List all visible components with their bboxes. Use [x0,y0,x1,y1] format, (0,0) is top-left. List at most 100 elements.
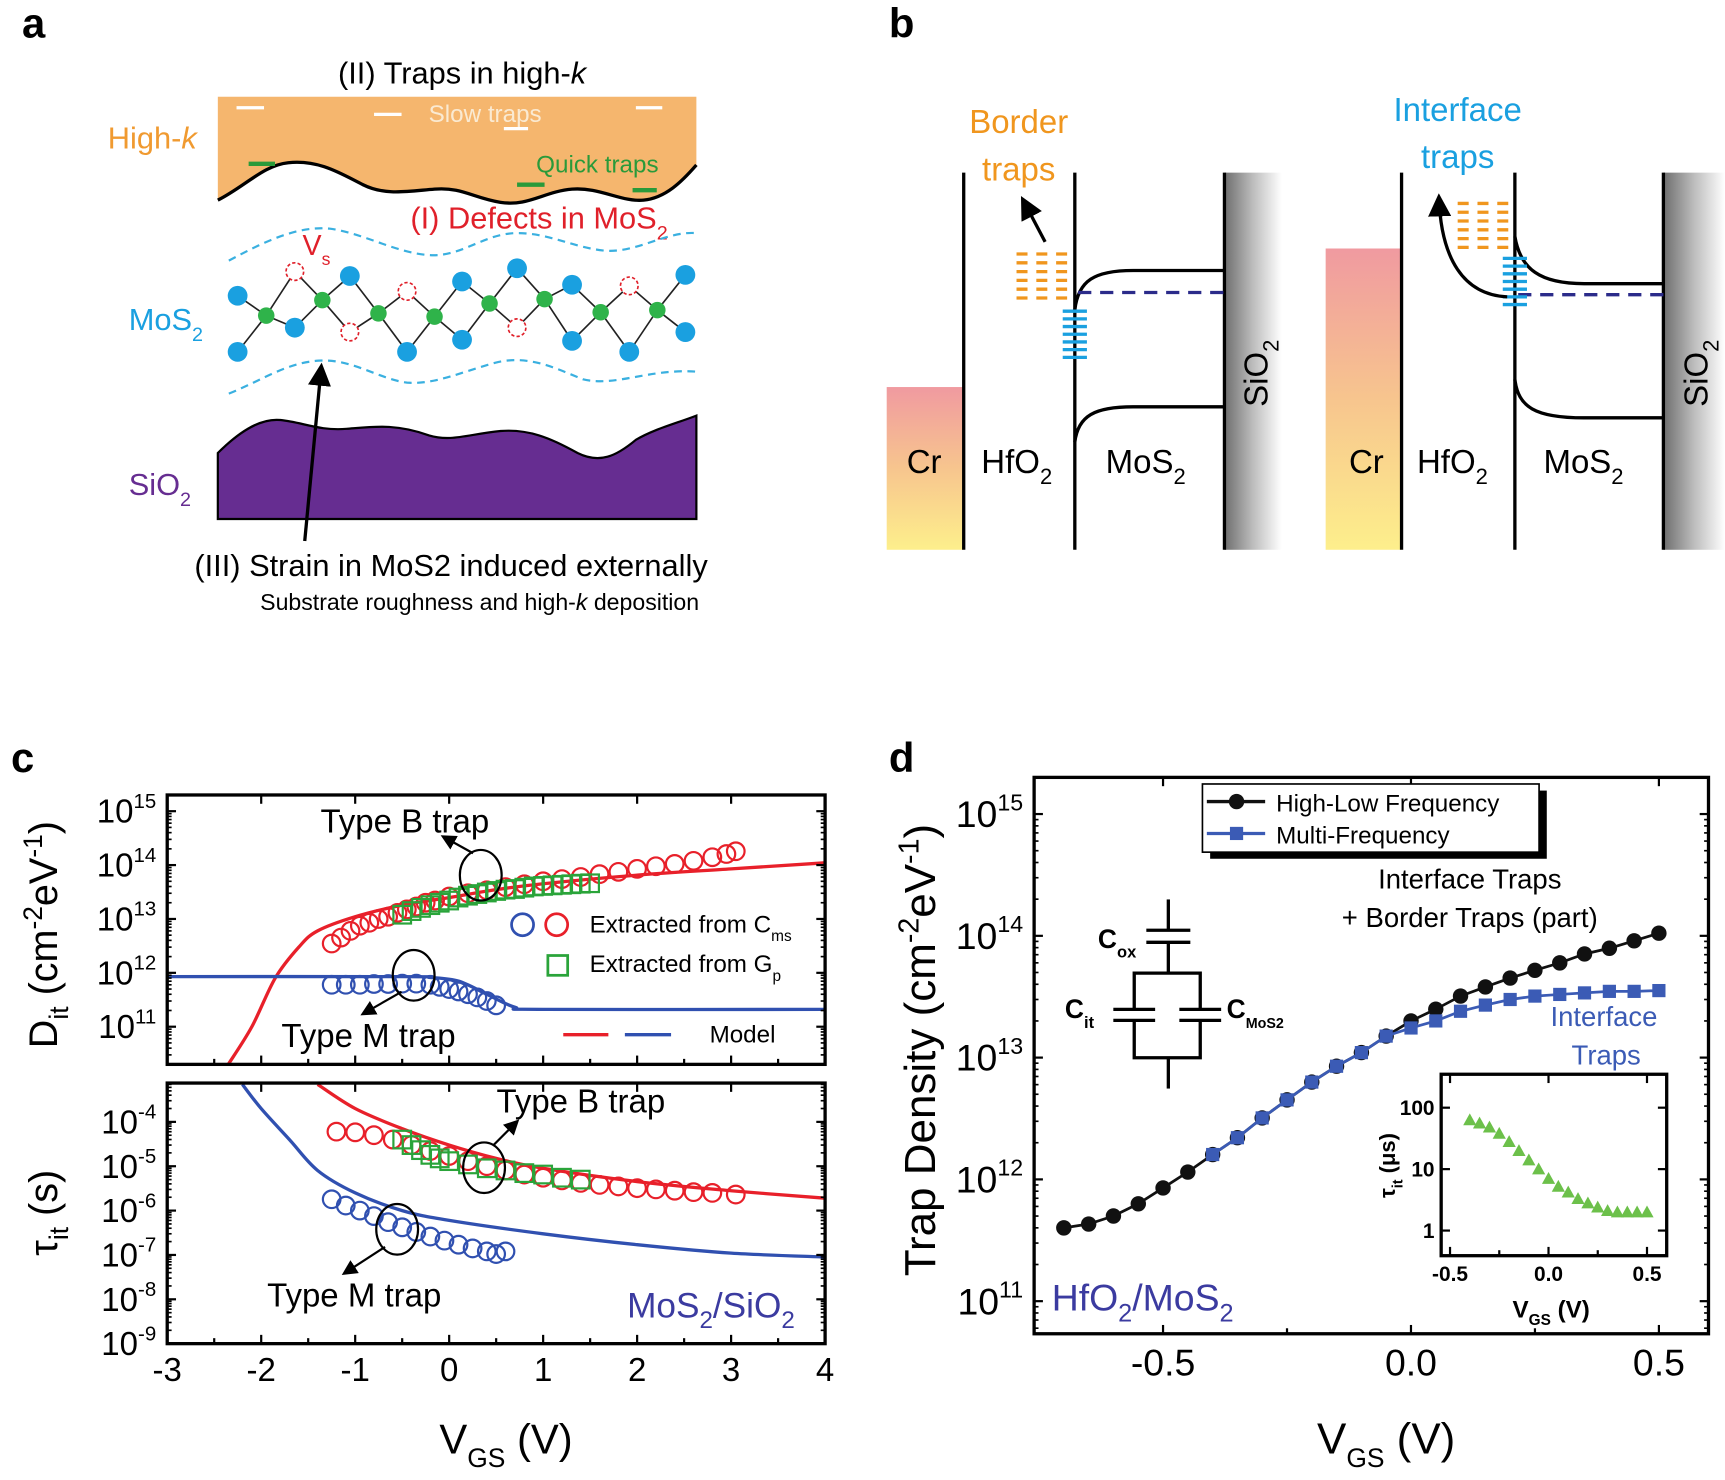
high-k-label: High-k [108,120,199,155]
data-point [716,844,737,864]
sulfur-vacancy [340,322,360,342]
data-point [645,1179,666,1200]
type-m-trap-label: Type M trap [281,1017,455,1054]
series-extracted-from-cms [321,1189,516,1264]
chart-dit: 1015 1014 1013 1012 1011 [97,790,827,1067]
data-point [1576,946,1593,962]
sulfur-atom [339,266,360,286]
type-m-arrow-tau [341,1245,386,1275]
border-trap-arrow [1020,196,1047,243]
plot-area [241,1083,826,1264]
hfo2-mos2-sample-label: HfO2/MoS2 [1052,1277,1234,1328]
data-point [486,1244,507,1264]
data-point [429,976,450,997]
data-point [580,873,601,894]
panel-label-b: b [889,0,915,46]
x-tick-label: 0 [440,1351,458,1388]
series-multi-frequency [1206,983,1666,1162]
conduction-band [1513,236,1664,286]
hfo2-label: HfO2 [981,443,1052,489]
data-point [645,856,666,877]
series-extracted-from-cms [321,973,507,1016]
y-tick-label: 10-7 [101,1234,156,1274]
data-point [1379,1029,1393,1043]
mos2-lower-strain-wave [228,359,697,395]
x-tick-label: 0.0 [1534,1263,1563,1286]
chart-inset-tau: -0.5 0.0 0.5 100 10 1 [1400,1072,1669,1286]
high-k-layer [217,96,697,204]
legend-multi-frequency: Multi-Frequency [1276,822,1450,849]
x-tick-label: 1 [534,1351,552,1388]
y-tick-label: 1011 [957,1276,1023,1322]
plot-area [1463,1113,1654,1218]
data-point [570,1169,591,1190]
inset-x-axis-label: VGS (V) [1513,1296,1590,1329]
data-point [378,974,399,994]
high-k-interface-edge [217,160,698,205]
data-point [1627,984,1641,998]
x-tick-label: -1 [341,1351,370,1388]
data-point [627,858,647,879]
series-line [1063,931,1660,1230]
series-model [241,1083,826,1259]
data-point [406,973,427,994]
sulfur-vacancy [619,276,639,296]
panel-label-d: d [889,734,915,781]
interface-traps-note: Interface [1550,1001,1657,1032]
plot-area [167,841,826,1065]
mos2-lattice [227,258,696,362]
interface-trap-levels [1062,309,1087,360]
x-tick-label: -0.5 [1131,1342,1195,1384]
data-point [1610,1205,1625,1218]
data-point [702,847,723,868]
panel-d-annotations: Trap Density (cm-2eV-1) VGS (V) High-Low… [894,783,1657,1473]
data-point [1478,998,1492,1012]
cr-label: Cr [907,443,942,480]
inset-tau-axis-label: τit (μs) [1375,1133,1407,1198]
legend-blue-circle-icon [510,912,535,938]
data-point [1155,1180,1171,1196]
y-tick-label: 1015 [97,790,156,830]
d-x-axis-label: VGS (V) [1317,1415,1455,1473]
legend-cms-label: Extracted from Cms [590,911,792,945]
sulfur-vacancy [507,318,527,338]
c-x-axis-label: VGS (V) [439,1416,572,1473]
slow-traps-label: Slow traps [429,101,542,128]
type-b-trap-label: Type B trap [320,802,489,839]
interface-traps-label: Interface [1393,91,1521,128]
mos2-label: MoS2 [1106,443,1186,489]
legend-high-low-frequency: High-Low Frequency [1276,790,1500,817]
equivalent-circuit [1113,899,1222,1089]
molybdenum-atom [257,307,275,324]
data-point [664,1180,685,1201]
strain-arrow [303,362,331,542]
trap-density-axis-label: Trap Density (cm-2eV-1) [894,824,946,1276]
data-point [1532,1162,1546,1175]
data-point [340,920,361,941]
data-point [458,1154,478,1175]
interface-trap-arrow [1428,193,1508,299]
data-point [1404,1021,1418,1035]
data-point [1492,1126,1506,1139]
type-m-marker-ellipse [391,948,436,1002]
data-point [1463,1113,1477,1126]
sulfur-atom [562,330,582,351]
data-point [608,861,629,882]
data-point [335,1195,356,1216]
data-point [1512,1144,1526,1156]
data-point [345,1122,366,1143]
data-point [683,850,704,871]
data-point [420,1226,441,1247]
data-point [1230,1131,1245,1145]
data-point [1428,1001,1444,1017]
x-tick-label: 0.0 [1385,1342,1437,1384]
y-tick-label: 10-4 [101,1101,156,1141]
data-point [1551,1179,1565,1192]
data-point [1561,1185,1575,1198]
sio2-label: SiO2 [1677,340,1723,407]
data-point [608,1176,629,1197]
y-tick-label: 1013 [97,898,156,938]
molybdenum-atom [426,308,443,325]
data-point [1591,1200,1605,1213]
panel-a-schematic: (II) Traps in high-k High-k Slow traps Q… [108,56,709,616]
